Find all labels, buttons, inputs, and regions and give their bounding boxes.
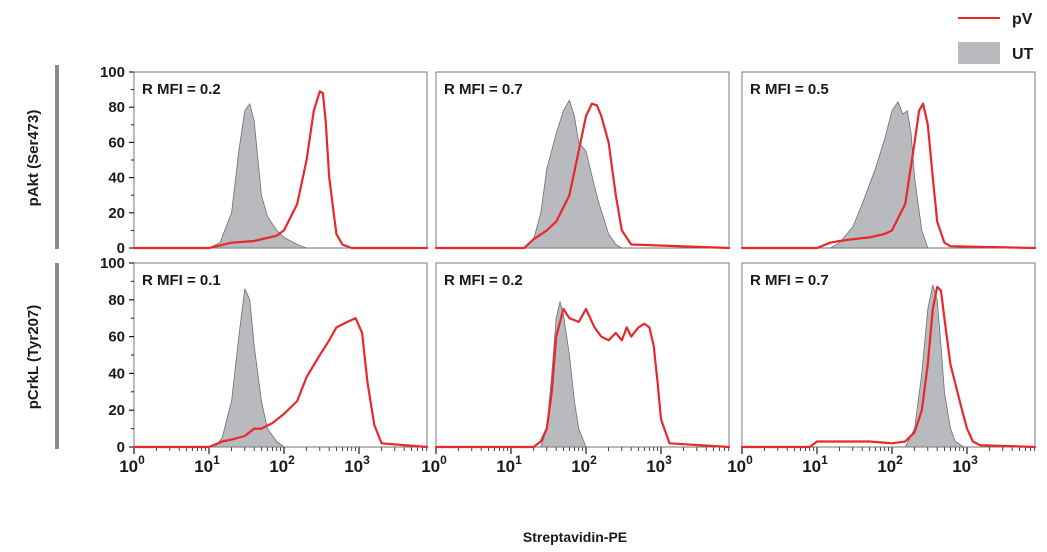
- series-pv-histogram: [132, 317, 429, 449]
- legend-label-pv: pV: [1012, 11, 1033, 28]
- y-tick-label: 0: [117, 240, 125, 257]
- series-ut-histogram: [741, 284, 1036, 448]
- panel-frame: [133, 262, 428, 448]
- panel-2: R MFI = 0.5: [740, 71, 1037, 250]
- panel-annotation: R MFI = 0.5: [750, 81, 829, 98]
- y-tick-label: 0: [117, 439, 125, 456]
- legend: pV UT: [958, 11, 1034, 64]
- y-tick-label: 20: [108, 205, 125, 222]
- series-ut-histogram: [435, 99, 730, 249]
- x-tick-label: 100: [727, 453, 753, 476]
- series-pv-histogram: [434, 102, 731, 250]
- panel-frame: [741, 262, 1036, 448]
- y-tick-label: 20: [108, 402, 125, 419]
- panel-frame: [435, 262, 730, 448]
- x-tick-label: 102: [877, 453, 903, 476]
- series-pv-histogram: [740, 285, 1037, 449]
- x-axis-title: Streptavidin-PE: [523, 529, 627, 545]
- y-tick-label: 40: [108, 170, 125, 187]
- row-label-1: pCrkL (Tyr207): [25, 305, 42, 409]
- y-tick-label: 40: [108, 365, 125, 382]
- legend-label-ut: UT: [1012, 46, 1034, 63]
- panel-annotation: R MFI = 0.7: [750, 272, 829, 289]
- series-ut-histogram: [133, 103, 428, 249]
- panel-0: 0 20 40 60 80 100 R MFI = 0.2: [100, 64, 429, 257]
- row-bracket-0: [55, 65, 59, 249]
- panel-4: 100 101 102 103 R MFI = 0.2: [421, 262, 731, 476]
- row-bracket-1: [55, 263, 59, 449]
- row-label-0: pAkt (Ser473): [25, 110, 42, 207]
- panel-1: R MFI = 0.7: [434, 71, 731, 250]
- y-tick-label: 60: [108, 134, 125, 151]
- y-tick-label: 80: [108, 99, 125, 116]
- panels: 0 20 40 60 80 100 R MFI = 0.2 R MFI = 0.7 R MFI …: [100, 64, 1037, 476]
- panel-annotation: R MFI = 0.7: [444, 81, 523, 98]
- x-tick-label: 103: [952, 453, 978, 476]
- row-label-group-1: pCrkL (Tyr207): [25, 263, 59, 449]
- series-ut-histogram: [741, 101, 1036, 249]
- x-tick-label: 102: [571, 453, 597, 476]
- series-pv-histogram: [132, 90, 429, 250]
- y-tick-label: 60: [108, 329, 125, 346]
- x-tick-label: 100: [421, 453, 447, 476]
- panel-annotation: R MFI = 0.2: [444, 272, 523, 289]
- series-pv-histogram: [434, 307, 731, 449]
- x-tick-label: 101: [802, 453, 828, 476]
- panel-annotation: R MFI = 0.1: [142, 272, 221, 289]
- y-tick-label: 100: [100, 255, 125, 272]
- series-pv-histogram: [740, 102, 1037, 250]
- x-tick-label: 101: [194, 453, 220, 476]
- y-tick-label: 80: [108, 292, 125, 309]
- panel-annotation: R MFI = 0.2: [142, 81, 221, 98]
- x-tick-label: 103: [344, 453, 370, 476]
- y-tick-label: 100: [100, 64, 125, 81]
- panel-5: 100 101 102 103 R MFI = 0.7: [727, 262, 1037, 476]
- x-tick-label: 102: [269, 453, 295, 476]
- x-tick-label: 103: [646, 453, 672, 476]
- panel-3: 0 20 40 60 80 100 100 101 102 103 R MFI = 0.1: [100, 255, 429, 476]
- panel-frame: [133, 71, 428, 249]
- x-tick-label: 101: [496, 453, 522, 476]
- series-ut-histogram: [133, 288, 428, 448]
- series-ut-histogram: [435, 301, 730, 448]
- x-tick-label: 100: [119, 453, 145, 476]
- legend-swatch-ut: [958, 42, 1000, 64]
- row-label-group-0: pAkt (Ser473): [25, 65, 59, 249]
